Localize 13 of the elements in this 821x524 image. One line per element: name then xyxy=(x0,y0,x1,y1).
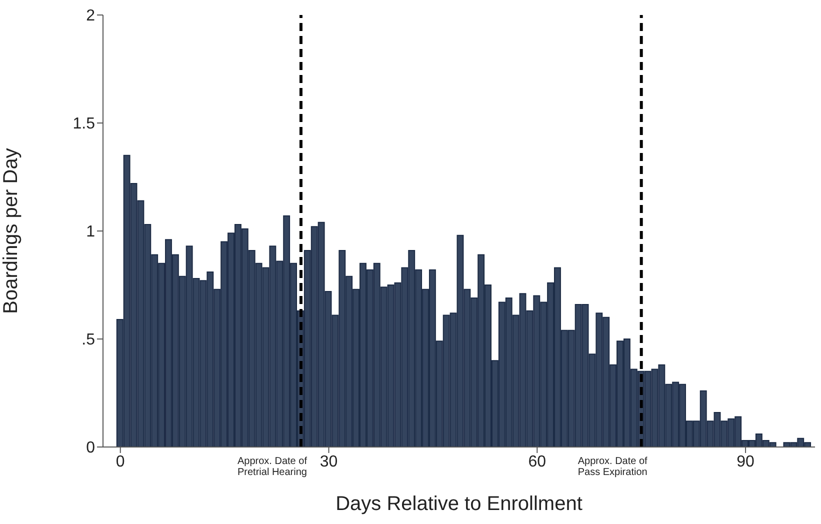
ref-line-label: Approx. Date of Pass Expiration xyxy=(578,456,648,478)
y-tick-label: 1.5 xyxy=(72,116,96,133)
y-tick-label: 1 xyxy=(86,224,96,241)
x-tick-label: 60 xyxy=(528,453,546,470)
x-axis-title: Days Relative to Enrollment xyxy=(336,493,583,515)
y-tick-label: 0 xyxy=(86,440,96,457)
y-tick-label: .5 xyxy=(82,332,96,349)
x-tick-label: 30 xyxy=(320,453,338,470)
x-tick-label: 90 xyxy=(736,453,755,470)
x-tick-label: 0 xyxy=(116,453,125,470)
y-tick-label: 2 xyxy=(86,8,96,25)
y-axis-title: Boardings per Day xyxy=(0,148,22,314)
ref-line-label: Approx. Date of Pretrial Hearing xyxy=(237,456,308,478)
